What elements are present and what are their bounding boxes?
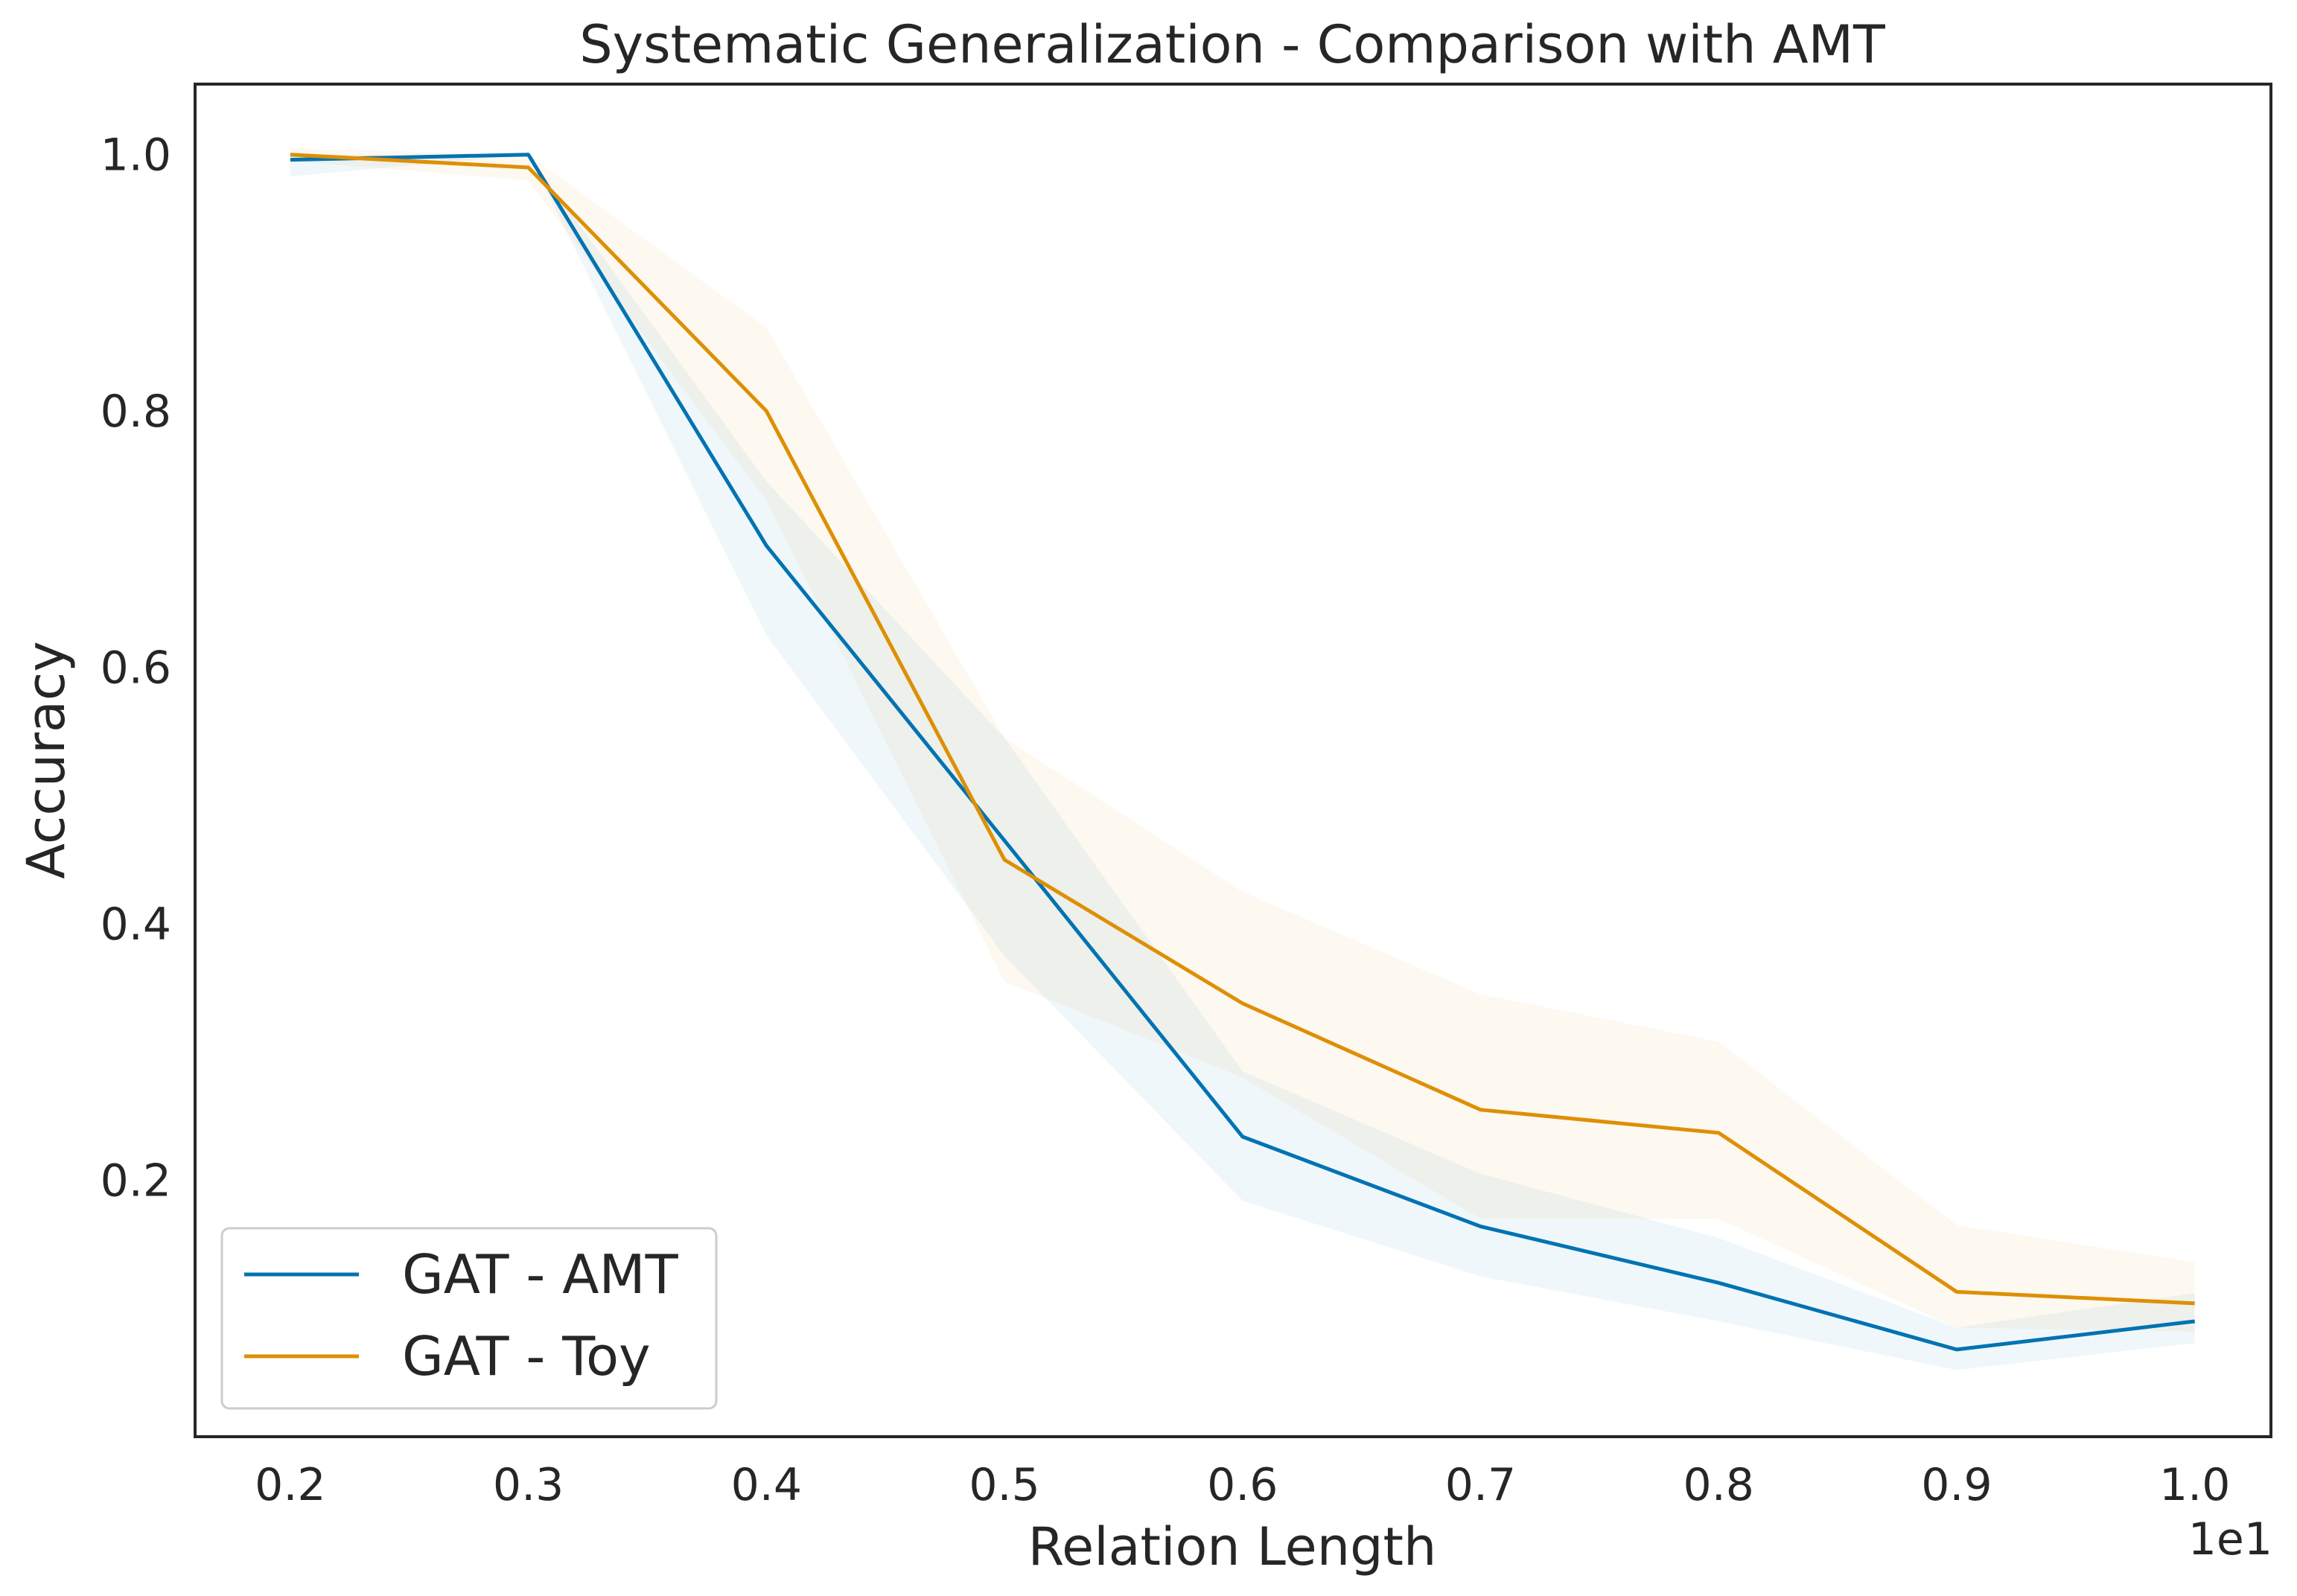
x-tick-label: 0.5 [969, 1459, 1039, 1511]
legend: GAT - AMT GAT - Toy [220, 1227, 718, 1410]
y-axis-label: Accuracy [16, 641, 77, 879]
x-tick-label: 0.6 [1207, 1459, 1278, 1511]
plot-frame [194, 83, 2272, 1438]
y-tick-label: 0.8 [101, 386, 171, 438]
x-tick-labels: 0.2 0.3 0.4 0.5 0.6 0.7 0.8 0.9 1.0 [255, 1459, 2230, 1511]
series-line-gat-amt [290, 153, 2195, 1352]
x-tick-label: 0.3 [493, 1459, 564, 1511]
y-tick-label: 0.6 [101, 642, 171, 695]
x-axis-label: Relation Length [1028, 1516, 1437, 1577]
legend-label-gat-toy: GAT - Toy [402, 1325, 651, 1388]
plot-area [290, 148, 2195, 1370]
x-tick-label: 0.8 [1683, 1459, 1754, 1511]
series-line-gat-toy [290, 153, 2195, 1306]
x-tick-label: 0.2 [255, 1459, 325, 1511]
x-tick-label: 0.4 [731, 1459, 802, 1511]
confidence-band-gat-amt [290, 154, 2195, 1370]
confidence-band-gat-toy [290, 148, 2195, 1332]
x-tick-label: 0.9 [1921, 1459, 1992, 1511]
legend-label-gat-amt: GAT - AMT [402, 1243, 679, 1306]
chart-title: Systematic Generalization - Comparison w… [579, 14, 1885, 75]
x-axis-offset-label: 1e1 [2188, 1513, 2272, 1565]
y-tick-label: 0.2 [101, 1155, 171, 1207]
x-tick-label: 0.7 [1445, 1459, 1516, 1511]
y-tick-label: 1.0 [101, 130, 171, 182]
y-tick-labels: 0.2 0.4 0.6 0.8 1.0 [101, 130, 171, 1207]
x-tick-label: 1.0 [2159, 1459, 2230, 1511]
y-tick-label: 0.4 [101, 898, 171, 951]
